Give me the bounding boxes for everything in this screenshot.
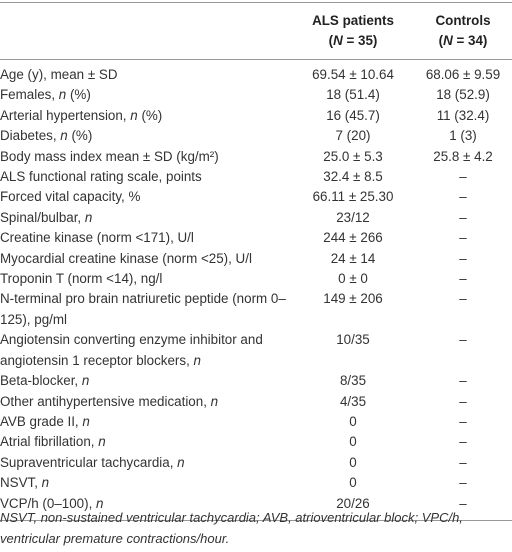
cell-value: 0 xyxy=(349,434,357,450)
cell-value: – xyxy=(459,209,467,225)
cell-value: 0 xyxy=(349,413,357,429)
table-row: Spinal/bulbar, n 23/12 – xyxy=(0,208,512,228)
header-empty xyxy=(0,3,292,60)
row-label: Spinal/bulbar, n xyxy=(0,209,93,225)
header-text: (N = 35) xyxy=(328,33,378,48)
cell-value: – xyxy=(459,250,467,266)
cell-value: – xyxy=(459,373,467,389)
header-text: ALS patients xyxy=(312,13,394,28)
row-label: Beta-blocker, n xyxy=(0,373,90,389)
cell-value: 68.06 ± 9.59 xyxy=(425,67,501,82)
cell-value: 20/26 xyxy=(336,495,370,511)
header-cell: ALS patients (N = 35) xyxy=(292,3,414,60)
cell-value: 1 (3) xyxy=(449,128,477,144)
cell-value: 24 ± 14 xyxy=(330,250,376,266)
table-row: Creatine kinase (norm <171), U/l 244 ± 26… xyxy=(0,228,512,248)
table-row: Forced vital capacity, % 66.11 ± 25.30 – xyxy=(0,187,512,207)
row-label: Troponin T (norm <14), ng/l xyxy=(0,271,163,287)
cell-value: 25.8 ± 4.2 xyxy=(433,148,493,164)
row-label: N-terminal pro brain natriuretic peptide… xyxy=(0,291,286,327)
cell-value: 0 xyxy=(349,475,357,491)
cell-value: 244 ± 266 xyxy=(323,230,383,246)
cell-value: 16 (45.7) xyxy=(326,107,380,123)
cell-value: – xyxy=(459,434,467,450)
data-table: ALS patients (N = 35) Controls (N = 34) Ag… xyxy=(0,2,512,521)
table-row: Beta-blocker, n 8/35 – xyxy=(0,371,512,391)
row-label: Angiotensin converting enzyme inhibitor … xyxy=(0,332,263,368)
cell-value: 149 ± 206 xyxy=(323,291,383,307)
table-row: Arterial hypertension, n (%) 16 (45.7) 11 … xyxy=(0,106,512,126)
cell-value: 32.4 ± 8.5 xyxy=(323,169,383,185)
table-row: Troponin T (norm <14), ng/l 0 ± 0 – xyxy=(0,269,512,289)
cell-value: 0 xyxy=(349,454,357,470)
row-label: ALS functional rating scale, points xyxy=(0,169,202,185)
row-label: Females, n (%) xyxy=(0,87,91,103)
table-row: Diabetes, n (%) 7 (20) 1 (3) xyxy=(0,126,512,146)
cell-value: – xyxy=(459,413,467,429)
table-row: Atrial fibrillation, n 0 – xyxy=(0,432,512,452)
cell-value: 10/35 xyxy=(336,332,370,348)
cell-value: 69.54 ± 10.64 xyxy=(312,67,394,82)
cell-value: 25.0 ± 5.3 xyxy=(323,148,383,164)
row-label: Age (y), mean ± SD xyxy=(0,67,118,82)
row-label: AVB grade II, n xyxy=(0,413,90,429)
cell-value: 18 (51.4) xyxy=(326,87,380,103)
table-row: VCP/h (0–100), n 20/26 – xyxy=(0,494,512,521)
table-row: ALS functional rating scale, points 32.4 … xyxy=(0,167,512,187)
row-label: Arterial hypertension, n (%) xyxy=(0,107,163,123)
table-row: Females, n (%) 18 (51.4) 18 (52.9) xyxy=(0,85,512,105)
footnote: NSVT, non-sustained ventricular tachycar… xyxy=(0,510,463,546)
header-cell: Controls (N = 34) xyxy=(414,3,512,60)
cell-value: 66.11 ± 25.30 xyxy=(312,189,394,205)
table-row: Myocardial creatine kinase (norm <25), U… xyxy=(0,249,512,269)
row-label: Diabetes, n (%) xyxy=(0,128,93,144)
row-label: Body mass index mean ± SD (kg/m²) xyxy=(0,148,219,164)
table-row: Body mass index mean ± SD (kg/m²) 25.0 ± … xyxy=(0,147,512,167)
row-label: Creatine kinase (norm <171), U/l xyxy=(0,230,194,246)
header-text: (N = 34) xyxy=(438,33,488,48)
row-label: Atrial fibrillation, n xyxy=(0,434,106,450)
cell-value: – xyxy=(459,189,467,205)
cell-value: 4/35 xyxy=(339,393,367,409)
table-row: Angiotensin converting enzyme inhibitor … xyxy=(0,330,512,371)
cell-value: – xyxy=(459,169,467,185)
table-row: AVB grade II, n 0 – xyxy=(0,412,512,432)
cell-value: 8/35 xyxy=(339,373,367,389)
cell-value: – xyxy=(459,454,467,470)
cell-value: – xyxy=(459,393,467,409)
row-label: NSVT, n xyxy=(0,475,50,491)
header-row: ALS patients (N = 35) Controls (N = 34) xyxy=(0,3,512,60)
table-row: Supraventricular tachycardia, n 0 – xyxy=(0,453,512,473)
row-label: Supraventricular tachycardia, n xyxy=(0,454,185,470)
header-text: Controls xyxy=(435,13,491,28)
cell-value: 18 (52.9) xyxy=(436,87,490,103)
cell-value: 11 (32.4) xyxy=(436,107,490,123)
cell-value: 0 ± 0 xyxy=(338,271,368,287)
cell-value: – xyxy=(459,271,467,287)
row-label: VCP/h (0–100), n xyxy=(0,495,104,511)
cell-value: – xyxy=(459,495,467,511)
table-row: Age (y), mean ± SD 69.54 ± 10.64 68.06 ± 9… xyxy=(0,60,512,86)
cell-value: – xyxy=(459,291,467,307)
cell-value: 7 (20) xyxy=(335,128,371,144)
row-label: Other antihypertensive medication, n xyxy=(0,393,219,409)
cell-value: – xyxy=(459,332,467,348)
cell-value: – xyxy=(459,230,467,246)
cell-value: – xyxy=(459,475,467,491)
table-row: NSVT, n 0 – xyxy=(0,473,512,493)
row-label: Myocardial creatine kinase (norm <25), U… xyxy=(0,250,252,266)
table-row: N-terminal pro brain natriuretic peptide… xyxy=(0,289,512,330)
cell-value: 23/12 xyxy=(336,209,370,225)
row-label: Forced vital capacity, % xyxy=(0,189,141,205)
table-row: Other antihypertensive medication, n 4/35… xyxy=(0,392,512,412)
